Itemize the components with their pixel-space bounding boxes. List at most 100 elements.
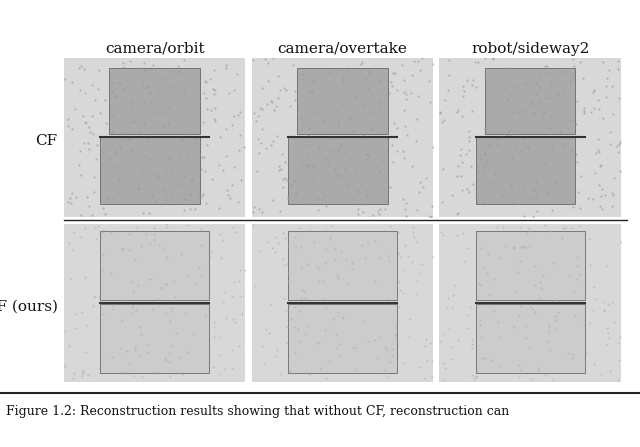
Point <box>479 74 490 81</box>
Point <box>179 207 189 214</box>
Point <box>595 162 605 169</box>
Point <box>353 211 364 218</box>
Point <box>129 372 139 380</box>
Point <box>209 319 219 326</box>
Point <box>194 264 204 271</box>
Point <box>426 213 436 220</box>
Point <box>150 197 160 204</box>
Point <box>220 126 230 133</box>
Point <box>471 84 481 91</box>
Point <box>568 203 579 211</box>
Point <box>185 205 195 212</box>
Point <box>149 236 159 243</box>
Point <box>452 232 462 239</box>
Point <box>135 353 145 360</box>
Point <box>126 278 136 286</box>
Point <box>607 111 618 118</box>
Point <box>180 190 190 197</box>
Point <box>589 283 599 291</box>
Point <box>131 306 141 313</box>
Point <box>77 372 87 380</box>
Point <box>586 319 596 326</box>
Point <box>489 308 499 315</box>
Point <box>604 67 614 74</box>
Point <box>604 334 614 342</box>
Point <box>342 280 353 287</box>
Point <box>111 92 122 99</box>
Point <box>287 370 298 377</box>
Point <box>200 77 211 84</box>
Point <box>613 376 623 384</box>
Point <box>463 245 473 252</box>
Point <box>444 72 454 79</box>
Point <box>324 357 334 364</box>
Point <box>406 258 417 265</box>
Point <box>519 80 529 87</box>
Point <box>532 185 543 192</box>
Point <box>248 208 258 215</box>
Point <box>154 296 164 303</box>
Point <box>330 244 340 251</box>
Point <box>88 130 99 137</box>
Point <box>540 63 550 70</box>
Point <box>111 148 122 155</box>
Point <box>437 118 447 125</box>
Point <box>296 244 307 251</box>
Point <box>161 253 172 260</box>
Point <box>209 104 220 111</box>
Point <box>612 58 623 65</box>
Point <box>147 191 157 198</box>
Point <box>399 154 409 161</box>
Point <box>325 232 335 240</box>
Point <box>340 166 350 173</box>
Point <box>374 168 384 175</box>
Point <box>428 143 438 151</box>
Point <box>324 68 335 75</box>
Point <box>411 291 421 298</box>
Point <box>319 118 329 125</box>
Point <box>517 243 527 250</box>
Point <box>550 297 560 304</box>
Point <box>614 140 625 147</box>
Point <box>471 231 481 238</box>
Point <box>513 269 523 276</box>
Point <box>612 148 623 156</box>
Point <box>462 325 472 332</box>
Point <box>164 155 174 162</box>
Point <box>598 308 609 315</box>
Point <box>458 159 468 166</box>
Point <box>216 255 226 262</box>
Point <box>138 59 148 66</box>
Point <box>375 255 385 262</box>
Point <box>569 199 579 207</box>
Point <box>132 224 142 231</box>
Point <box>314 266 324 273</box>
Point <box>588 88 598 95</box>
Point <box>530 262 540 270</box>
Point <box>127 288 138 295</box>
Point <box>333 308 344 316</box>
Point <box>302 151 312 158</box>
Point <box>490 170 500 177</box>
Point <box>312 263 322 270</box>
Point <box>589 86 599 93</box>
Point <box>407 71 417 78</box>
Point <box>340 256 351 263</box>
Point <box>540 222 550 229</box>
Point <box>338 100 348 107</box>
Point <box>148 110 159 117</box>
Point <box>524 144 534 151</box>
Point <box>149 230 159 237</box>
Point <box>515 257 525 265</box>
Point <box>278 262 289 269</box>
Point <box>248 222 258 229</box>
Point <box>458 229 468 236</box>
Point <box>440 96 450 103</box>
Point <box>67 79 77 86</box>
Point <box>496 175 506 182</box>
Point <box>475 301 485 308</box>
Point <box>143 154 153 161</box>
Point <box>608 191 618 198</box>
Point <box>442 87 452 94</box>
Point <box>514 374 524 381</box>
